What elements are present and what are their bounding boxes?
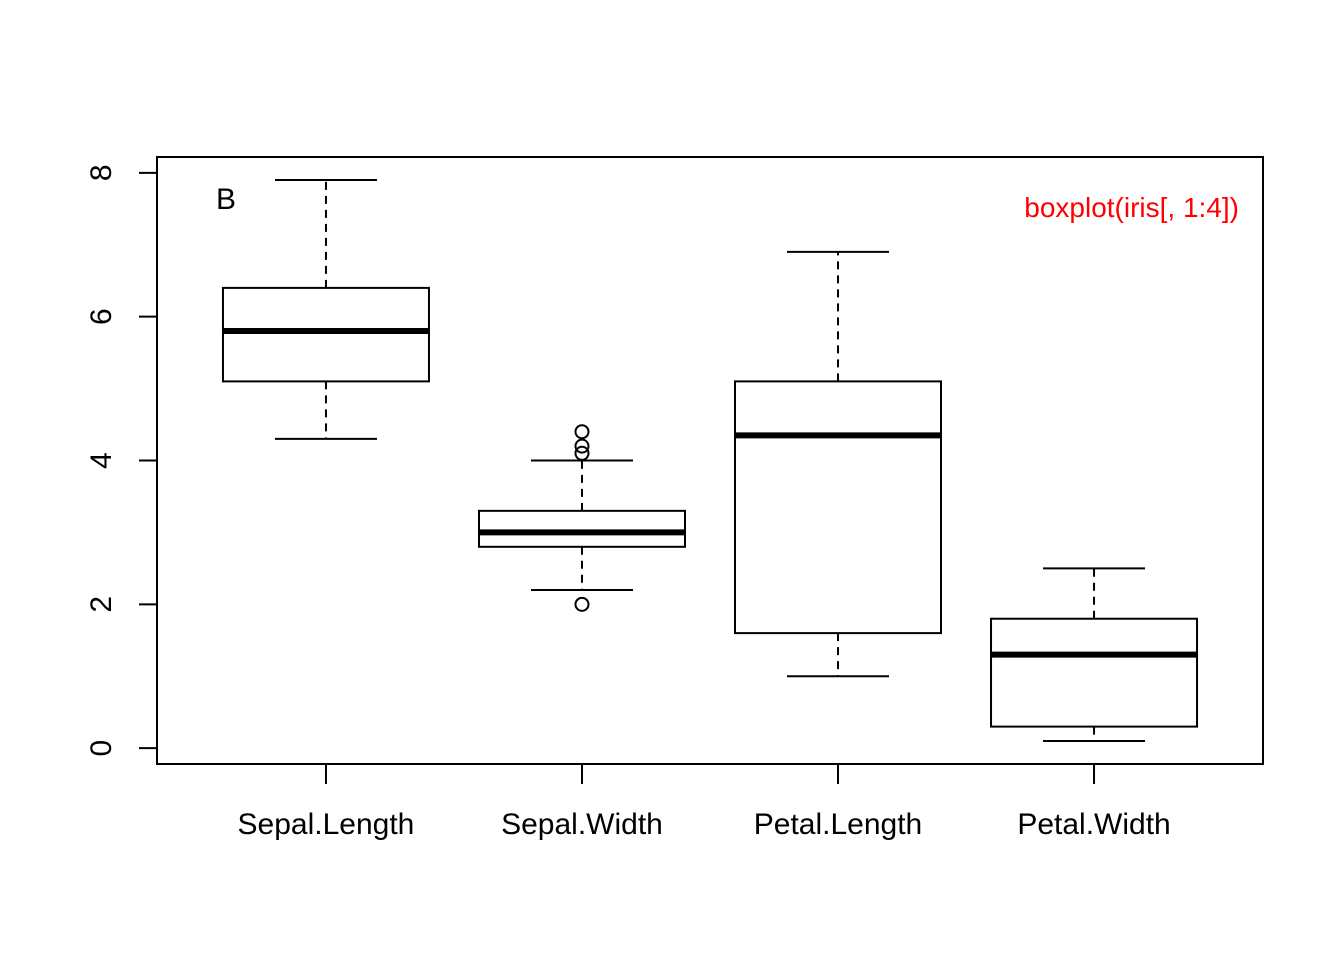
- y-tick-label: 4: [85, 452, 118, 469]
- x-tick-label: Sepal.Width: [501, 808, 663, 841]
- iqr-box: [990, 617, 1199, 728]
- y-tick-label: 2: [85, 596, 118, 613]
- outlier-point: [574, 424, 590, 440]
- iqr-box: [477, 509, 686, 548]
- box-sepal-length: [221, 179, 430, 440]
- plot-frame: [156, 156, 1264, 765]
- box-sepal-width: [477, 424, 686, 612]
- panel-label: B: [216, 183, 236, 216]
- x-tick-label: Petal.Width: [1017, 808, 1170, 841]
- x-axis: Sepal.Length Sepal.Width Petal.Length Petal…: [238, 764, 1171, 841]
- box-petal-width: [990, 567, 1199, 742]
- y-tick-label: 6: [85, 308, 118, 325]
- iqr-box: [221, 286, 430, 383]
- outlier-point: [574, 438, 590, 454]
- outlier-point: [574, 596, 590, 612]
- y-tick-label: 8: [85, 164, 118, 181]
- outlier-point: [574, 445, 590, 461]
- box-petal-length: [734, 250, 943, 678]
- y-tick-label: 0: [85, 740, 118, 757]
- boxes-layer: [221, 179, 1199, 742]
- code-annotation: boxplot(iris[, 1:4]): [1024, 192, 1239, 223]
- x-tick-label: Sepal.Length: [238, 808, 415, 841]
- x-tick-label: Petal.Length: [754, 808, 922, 841]
- iqr-box: [734, 380, 943, 635]
